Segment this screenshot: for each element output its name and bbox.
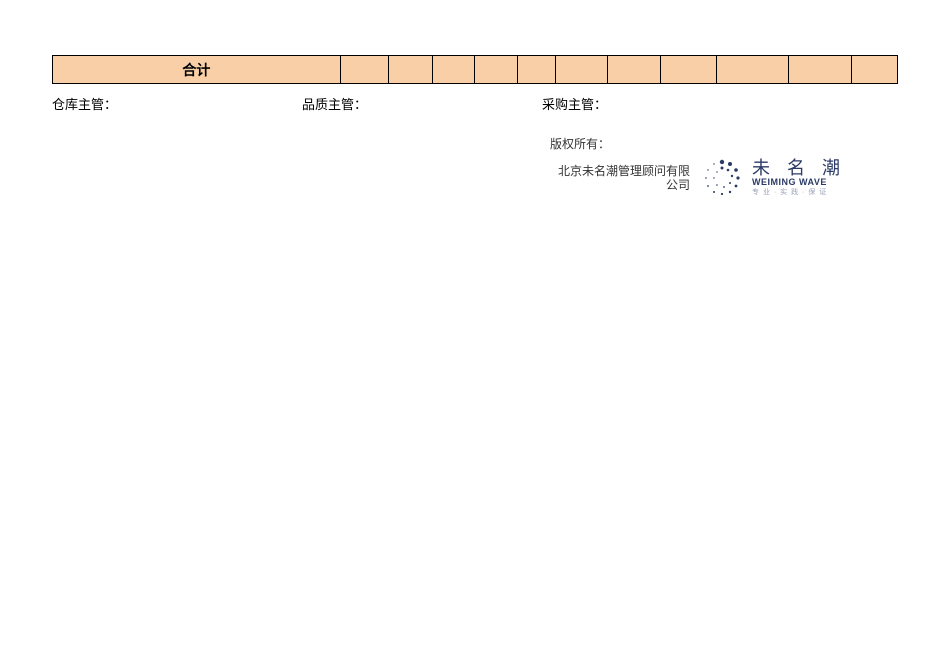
total-cell	[789, 56, 851, 84]
logo-en: WEIMING WAVE	[752, 177, 846, 188]
total-cell	[660, 56, 716, 84]
purchase-sup-label: 采购主管：	[542, 94, 607, 113]
logo-sub: 专 业 · 实 践 · 保 证	[752, 188, 846, 198]
total-cell	[851, 56, 897, 84]
copyright-block: 版权所有： 北京未名潮管理顾问有限公司	[550, 135, 890, 200]
total-cell	[475, 56, 517, 84]
total-cell	[433, 56, 475, 84]
total-cell	[340, 56, 388, 84]
total-cell	[555, 56, 607, 84]
total-label-cell: 合计	[53, 56, 341, 84]
wave-logo-icon	[700, 156, 744, 200]
logo: 未 名 潮 WEIMING WAVE 专 业 · 实 践 · 保 证	[700, 156, 846, 200]
logo-cn: 未 名 潮	[752, 159, 846, 177]
total-cell	[517, 56, 555, 84]
copyright-label: 版权所有：	[550, 135, 890, 152]
total-cell	[716, 56, 788, 84]
quality-sup-label: 品质主管：	[302, 94, 542, 113]
warehouse-sup-label: 仓库主管：	[52, 94, 302, 113]
total-row-table: 合计	[52, 55, 898, 84]
total-cell	[608, 56, 660, 84]
total-cell	[388, 56, 432, 84]
signature-row: 仓库主管： 品质主管： 采购主管：	[52, 94, 898, 113]
company-name: 北京未名潮管理顾问有限公司	[550, 164, 690, 193]
